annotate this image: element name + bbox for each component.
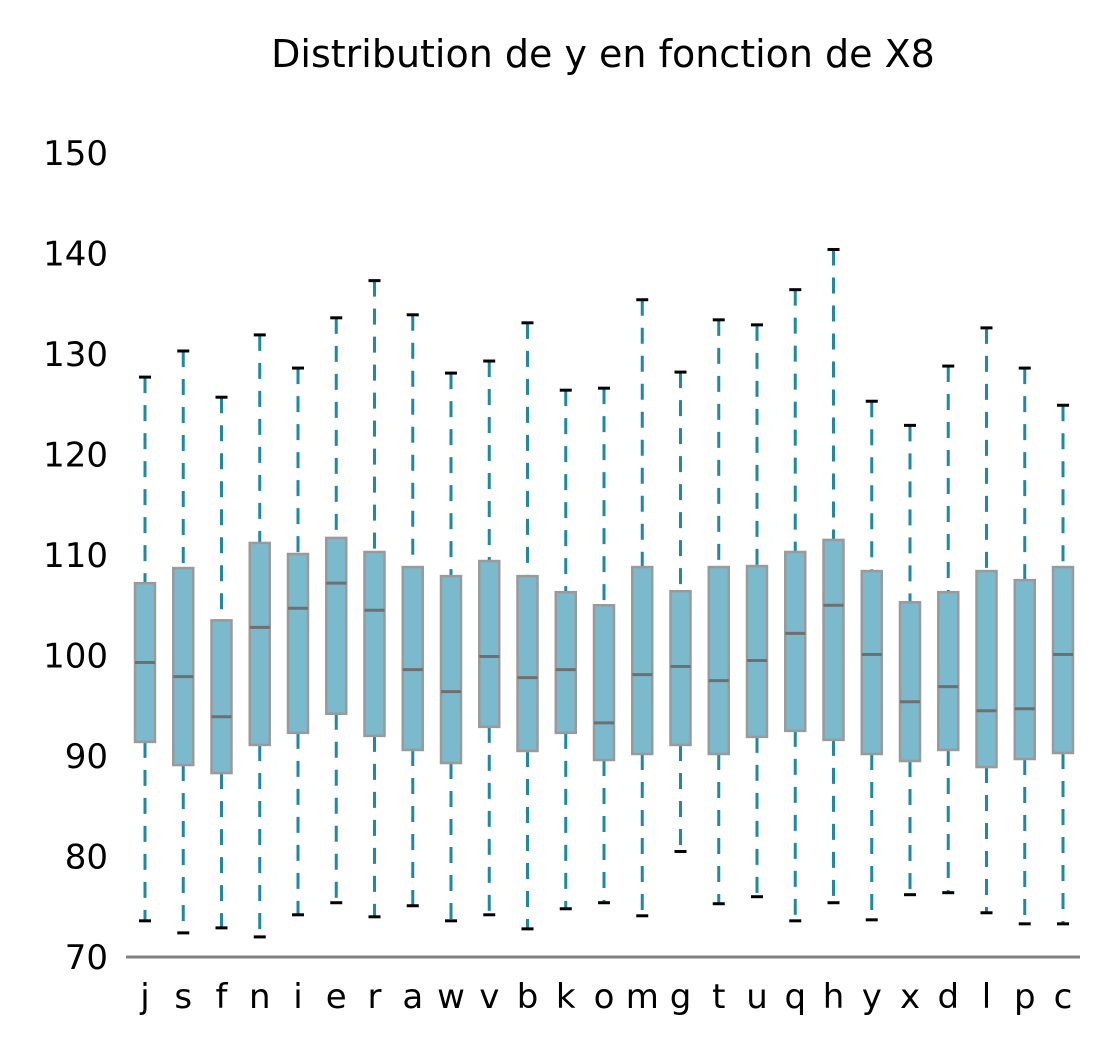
- x-tick-label: v: [479, 977, 499, 1017]
- box-group-n: [248, 333, 271, 939]
- box: [439, 574, 463, 765]
- x-tick-label: g: [670, 977, 692, 1017]
- x-tick-label: j: [139, 977, 149, 1017]
- box-group-g: [669, 370, 692, 853]
- box: [516, 574, 539, 753]
- box-group-s: [172, 349, 195, 935]
- y-tick-label: 150: [43, 134, 108, 174]
- box-group-p: [1013, 366, 1036, 926]
- chart-title: Distribution de y en fonction de X8: [271, 32, 935, 76]
- x-tick-label: n: [249, 977, 271, 1017]
- box-group-r: [363, 279, 386, 919]
- y-tick-label: 140: [43, 235, 108, 275]
- box-group-f: [210, 395, 233, 930]
- y-tick-label: 100: [43, 637, 108, 677]
- box: [669, 589, 692, 747]
- box: [592, 604, 616, 762]
- x-tick-label: l: [982, 977, 991, 1017]
- x-tick-label: b: [517, 977, 539, 1017]
- x-tick-label: w: [437, 977, 465, 1017]
- box-group-t: [707, 318, 730, 906]
- box: [1013, 578, 1036, 761]
- x-tick-label: p: [1014, 977, 1036, 1017]
- box: [478, 559, 501, 729]
- box: [286, 552, 310, 735]
- x-tick-label: h: [823, 977, 845, 1017]
- x-tick-label: f: [216, 977, 229, 1017]
- box: [745, 564, 769, 739]
- x-tick-label: t: [712, 977, 725, 1017]
- box: [975, 569, 998, 769]
- x-tick-label: q: [784, 977, 806, 1017]
- x-tick-label: u: [746, 977, 768, 1017]
- box-group-v: [478, 359, 501, 917]
- box-group-w: [439, 371, 463, 923]
- x-tick-label: m: [626, 977, 659, 1017]
- box: [784, 550, 807, 733]
- y-tick-label: 70: [65, 938, 108, 978]
- y-axis: 70 80 90 100 110 120 130 140 150: [43, 134, 108, 978]
- box-group-u: [745, 323, 769, 899]
- box-group-m: [631, 298, 654, 918]
- x-tick-label: i: [293, 977, 302, 1017]
- box: [937, 590, 960, 752]
- box: [325, 536, 348, 716]
- x-tick-label: y: [862, 977, 882, 1017]
- box: [401, 565, 424, 752]
- box-group-i: [286, 366, 310, 917]
- box-group-j: [133, 375, 157, 923]
- box: [898, 600, 922, 763]
- x-tick-label: s: [174, 977, 192, 1017]
- x-tick-label: a: [402, 977, 423, 1017]
- y-tick-label: 130: [43, 335, 108, 375]
- box: [210, 619, 233, 775]
- box: [554, 590, 577, 735]
- box: [707, 565, 730, 756]
- y-tick-label: 120: [43, 436, 108, 476]
- y-tick-label: 90: [65, 737, 108, 777]
- x-tick-label: d: [937, 977, 959, 1017]
- box-group-l: [975, 326, 998, 915]
- box-group-c: [1051, 403, 1075, 926]
- box-group-b: [516, 321, 539, 931]
- box-group-h: [822, 247, 845, 905]
- box-group-k: [554, 388, 577, 911]
- boxes: [133, 247, 1075, 939]
- x-tick-label: k: [556, 977, 576, 1017]
- box: [822, 538, 845, 742]
- x-tick-label: c: [1054, 977, 1073, 1017]
- box-group-x: [898, 423, 922, 897]
- x-tick-label: x: [900, 977, 920, 1017]
- box-group-y: [860, 399, 883, 922]
- box-group-o: [592, 386, 616, 905]
- box-group-q: [784, 288, 807, 923]
- box: [1051, 565, 1075, 755]
- box-group-d: [937, 364, 960, 895]
- y-tick-label: 110: [43, 536, 108, 576]
- box: [363, 550, 386, 738]
- box: [248, 541, 271, 747]
- box: [172, 566, 195, 767]
- box-group-e: [325, 316, 348, 905]
- x-tick-label: e: [326, 977, 347, 1017]
- box: [860, 569, 883, 756]
- box: [631, 565, 654, 756]
- box-group-a: [401, 313, 424, 908]
- x-tick-label: o: [594, 977, 615, 1017]
- y-tick-label: 80: [65, 838, 108, 878]
- x-tick-label: r: [368, 977, 382, 1017]
